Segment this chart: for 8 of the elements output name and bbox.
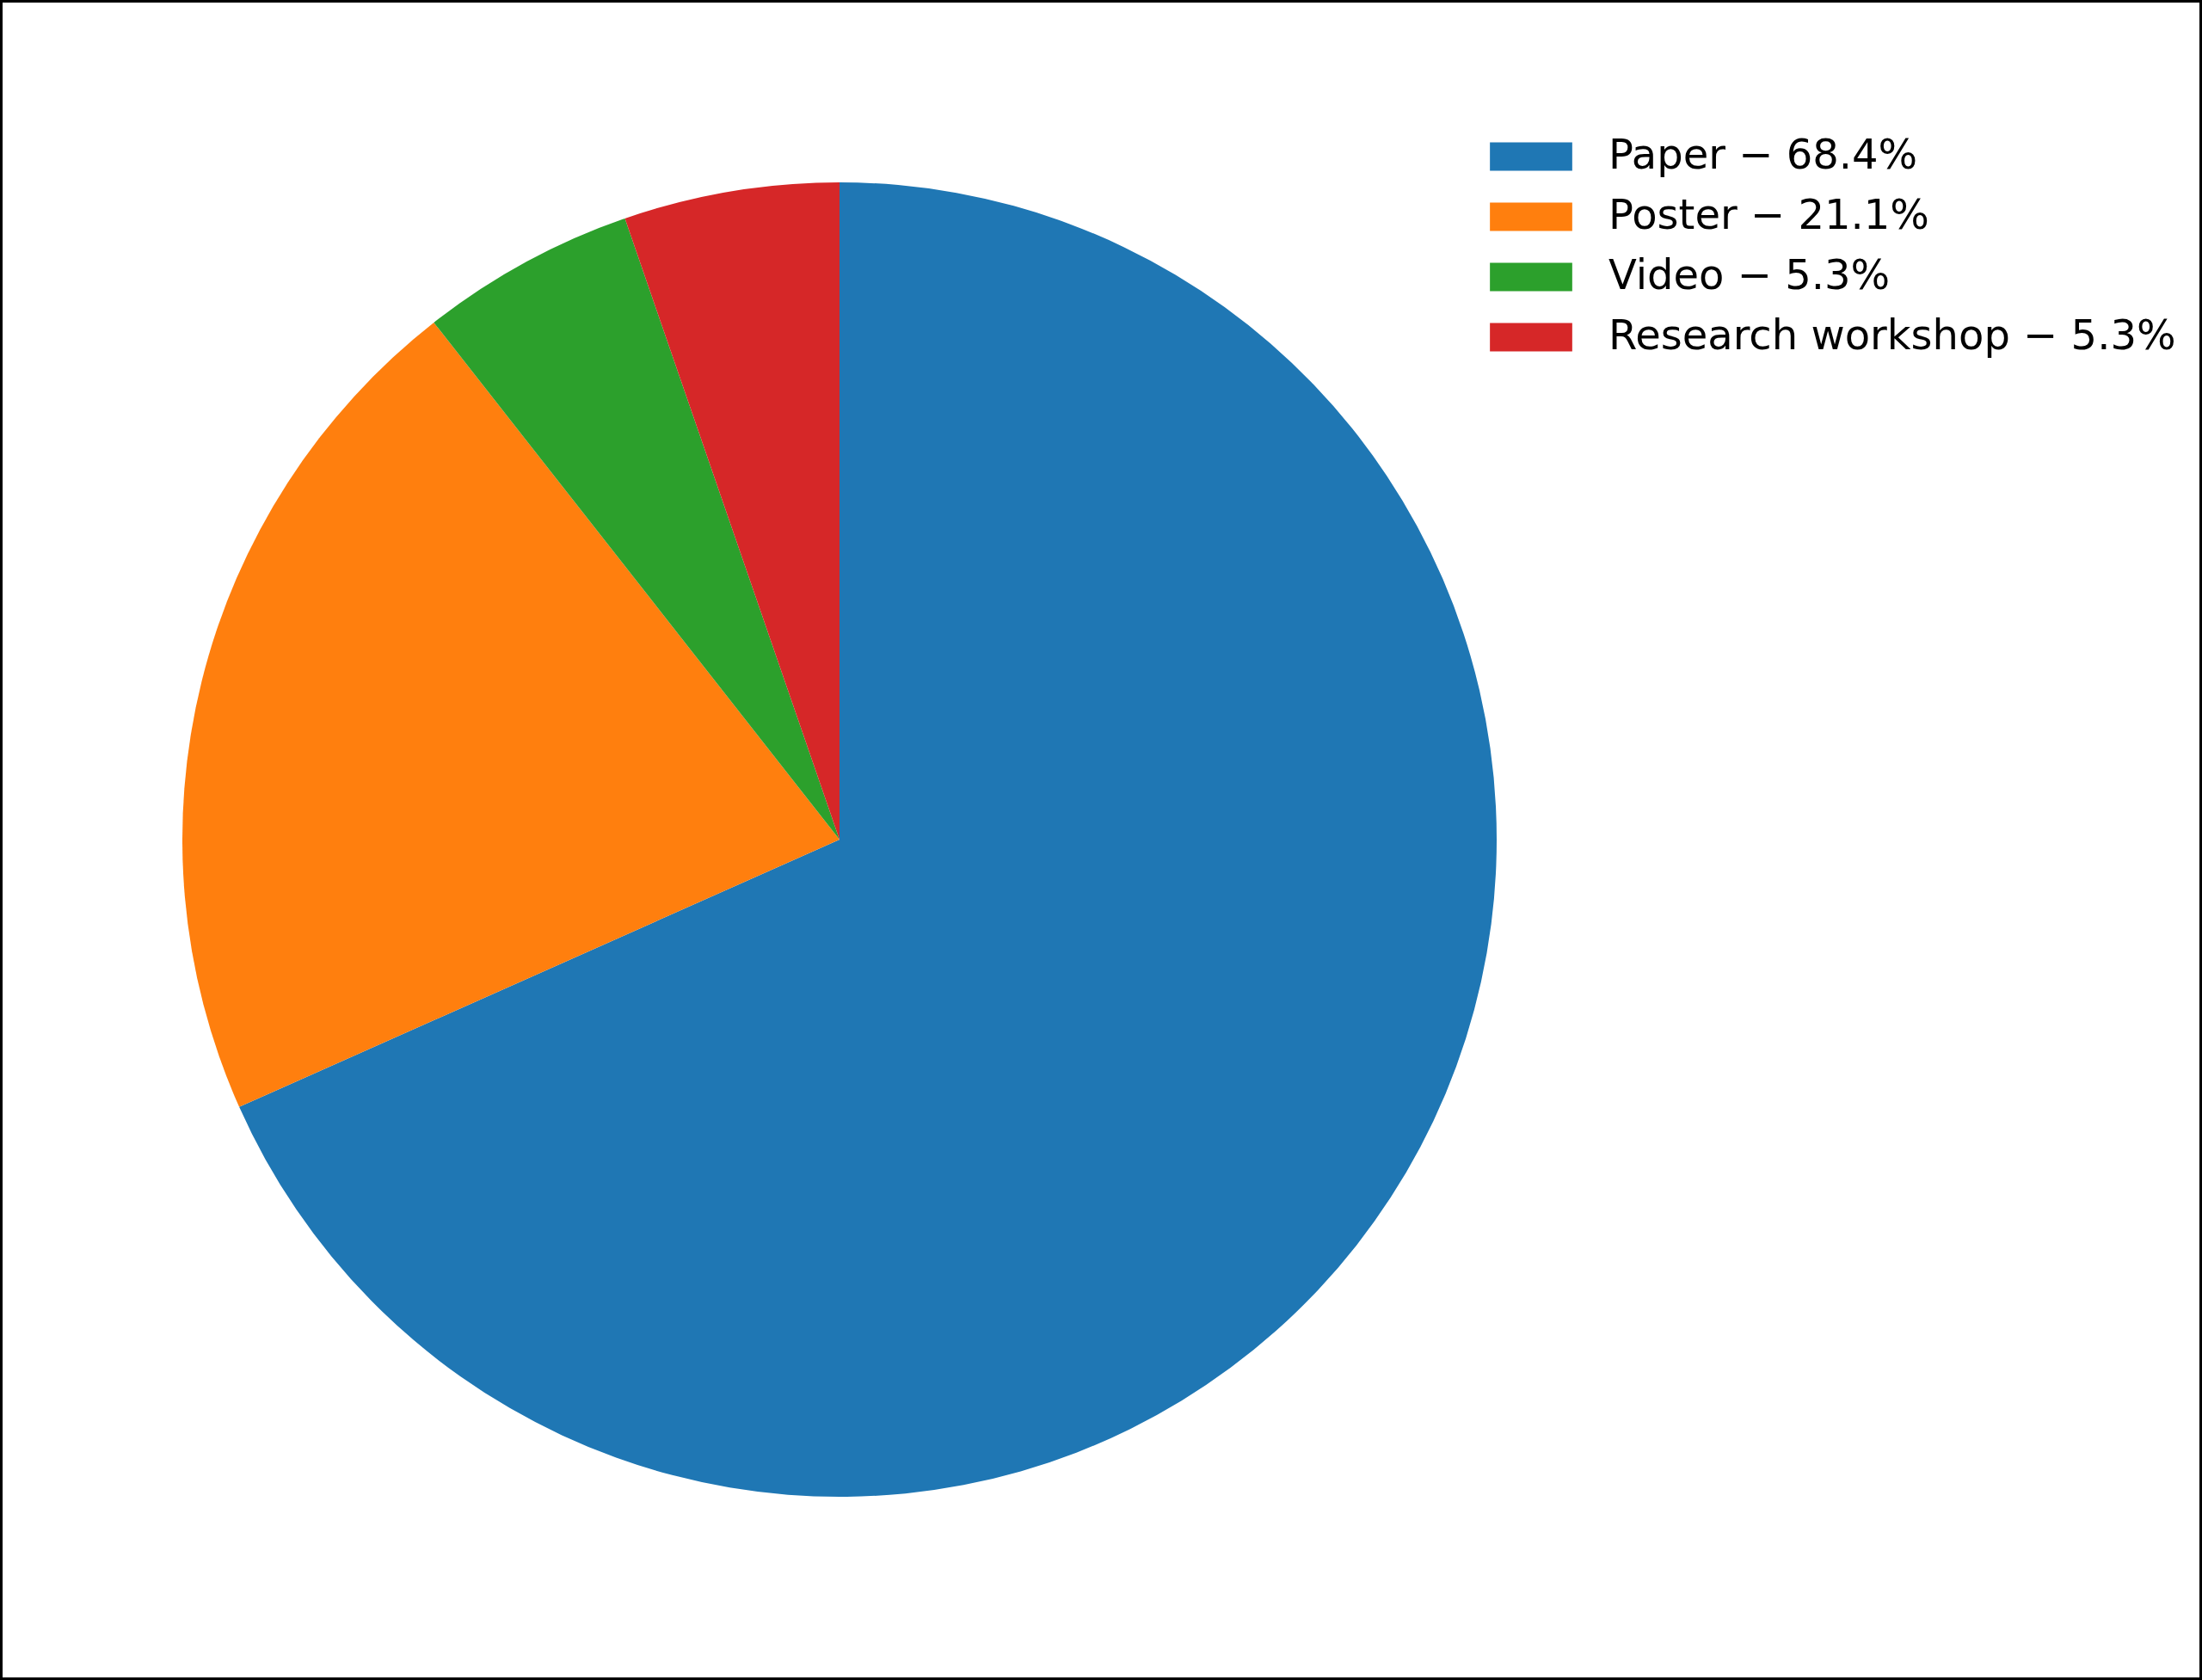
legend-label: Video − 5.3% (1608, 250, 1891, 298)
legend-label: Research workshop − 5.3% (1608, 311, 2176, 359)
pie-slice (434, 218, 840, 840)
pie-slice (624, 182, 840, 840)
legend-label: Paper − 68.4% (1608, 130, 1918, 178)
legend-label: Poster − 21.1% (1608, 190, 1929, 238)
pie-slice (183, 322, 840, 1107)
pie-slice (239, 182, 1496, 1497)
